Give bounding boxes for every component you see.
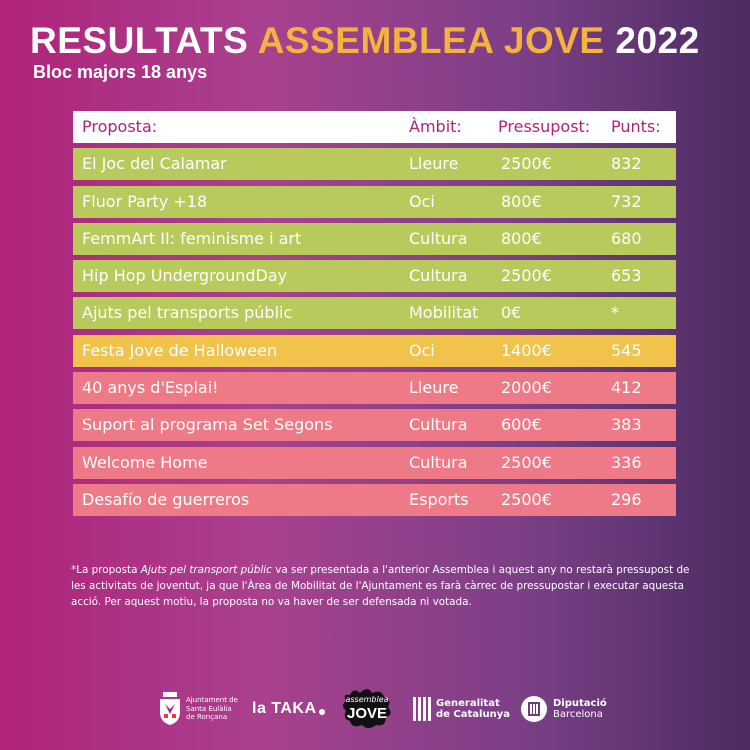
cell-pressupost: 2500€: [501, 452, 552, 472]
footnote-text: va ser presentada a l'anterior Assemblea…: [71, 564, 690, 608]
page-subtitle: Bloc majors 18 anys: [33, 62, 208, 82]
cell-ambit: Esports: [409, 489, 469, 509]
cell-proposta: Ajuts pel transports públic: [82, 303, 293, 323]
table-row: Desafío de guerreros Esports 2500€ 296: [73, 483, 676, 516]
cell-pressupost: 1400€: [501, 340, 552, 360]
generalitat-line-2: de Catalunya: [436, 709, 510, 720]
cell-punts: 680: [611, 228, 642, 248]
cell-proposta: Desafío de guerreros: [82, 489, 250, 509]
ajuntament-line-2: Santa Eulàlia: [186, 704, 232, 713]
table-row: Welcome Home Cultura 2500€ 336: [73, 446, 676, 479]
lataka-wordmark: la TAKA: [252, 700, 317, 717]
title-resultats: RESULTATS: [30, 20, 249, 61]
diputacio-line-2: Barcelona: [553, 709, 603, 720]
cell-punts: 732: [611, 191, 642, 211]
table-row: Festa Jove de Halloween Oci 1400€ 545: [73, 334, 676, 367]
splash-icon: [343, 689, 391, 728]
table-row: 40 anys d'Esplai! Lleure 2000€ 412: [73, 372, 676, 405]
cell-punts: 383: [611, 415, 642, 435]
cell-proposta: Festa Jove de Halloween: [82, 340, 278, 360]
cell-ambit: Cultura: [409, 415, 468, 435]
cell-punts: 412: [611, 378, 642, 398]
generalitat-line-1: Generalitat: [436, 698, 500, 709]
column-header-punts: Punts:: [611, 117, 661, 136]
table-row: Ajuts pel transports públic Mobilitat 0€ *: [73, 297, 676, 330]
ajuntament-line-3: de Ronçana: [186, 713, 228, 722]
cell-proposta: Welcome Home: [82, 452, 208, 472]
cell-ambit: Oci: [409, 191, 435, 211]
table-header-row: Proposta: Àmbit: Pressupost: Punts:: [73, 111, 676, 143]
diputacio-seal-icon: [521, 696, 547, 722]
jove-word: JOVE: [346, 705, 388, 722]
cell-proposta: 40 anys d'Esplai!: [82, 378, 219, 398]
cell-punts: 336: [611, 452, 642, 472]
cell-pressupost: 0€: [501, 303, 522, 323]
assemblea-jove-logo: assemblea JOVE: [340, 684, 394, 734]
cell-pressupost: 2000€: [501, 378, 552, 398]
cell-punts: *: [611, 303, 619, 323]
ajuntament-line-1: Ajuntament de: [186, 696, 238, 705]
generalitat-logo: Generalitat de Catalunya: [413, 684, 510, 734]
table-row: Suport al programa Set Segons Cultura 600€…: [73, 409, 676, 442]
cell-ambit: Cultura: [409, 228, 468, 248]
cell-punts: 832: [611, 154, 642, 174]
cell-pressupost: 800€: [501, 228, 542, 248]
column-header-ambit: Àmbit:: [409, 117, 462, 136]
cell-punts: 545: [611, 340, 642, 360]
cell-ambit: Lleure: [409, 154, 459, 174]
cell-proposta: Fluor Party +18: [82, 191, 208, 211]
table-row: Hip Hop UndergroundDay Cultura 2500€ 653: [73, 260, 676, 293]
footnote-prefix: *La proposta: [71, 564, 141, 576]
title-assemblea-jove: ASSEMBLEA JOVE: [257, 20, 605, 61]
lataka-logo: la TAKA: [252, 684, 325, 734]
cell-ambit: Cultura: [409, 266, 468, 286]
cell-punts: 653: [611, 266, 642, 286]
footnote-italic: Ajuts pel transport públic: [140, 564, 272, 576]
ajuntament-logo: Ajuntament de Santa Eulàlia de Ronçana: [158, 684, 238, 734]
table-row: FemmArt II: feminisme i art Cultura 800€ 68…: [73, 222, 676, 255]
footnote: *La proposta Ajuts pel transport públic …: [71, 562, 691, 610]
table-row: Fluor Party +18 Oci 800€ 732: [73, 185, 676, 218]
assemblea-word: assemblea: [345, 695, 389, 704]
cell-pressupost: 2500€: [501, 266, 552, 286]
ajuntament-shield-icon: [160, 692, 180, 725]
cell-ambit: Mobilitat: [409, 303, 479, 323]
cell-proposta: FemmArt II: feminisme i art: [82, 228, 302, 248]
generalitat-stripes-icon: [413, 697, 431, 721]
cell-ambit: Oci: [409, 340, 435, 360]
page-title: RESULTATS ASSEMBLEA JOVE 2022: [30, 20, 700, 62]
lataka-dot-icon: [318, 709, 325, 715]
diputacio-logo: Diputació Barcelona: [520, 684, 607, 734]
column-header-proposta: Proposta:: [82, 117, 158, 136]
cell-proposta: Suport al programa Set Segons: [82, 415, 333, 435]
title-year: 2022: [615, 20, 700, 61]
cell-ambit: Cultura: [409, 452, 468, 472]
table-row: El Joc del Calamar Lleure 2500€ 832: [73, 148, 676, 181]
cell-proposta: El Joc del Calamar: [82, 154, 227, 174]
cell-pressupost: 800€: [501, 191, 542, 211]
diputacio-line-1: Diputació: [553, 698, 607, 709]
cell-pressupost: 2500€: [501, 154, 552, 174]
sponsor-logos: Ajuntament de Santa Eulàlia de Ronçana l…: [0, 684, 750, 734]
column-header-pressupost: Pressupost:: [498, 117, 591, 136]
results-table: Proposta: Àmbit: Pressupost: Punts: El J…: [73, 111, 676, 521]
cell-proposta: Hip Hop UndergroundDay: [82, 266, 288, 286]
cell-punts: 296: [611, 489, 642, 509]
cell-pressupost: 600€: [501, 415, 542, 435]
cell-pressupost: 2500€: [501, 489, 552, 509]
cell-ambit: Lleure: [409, 378, 459, 398]
